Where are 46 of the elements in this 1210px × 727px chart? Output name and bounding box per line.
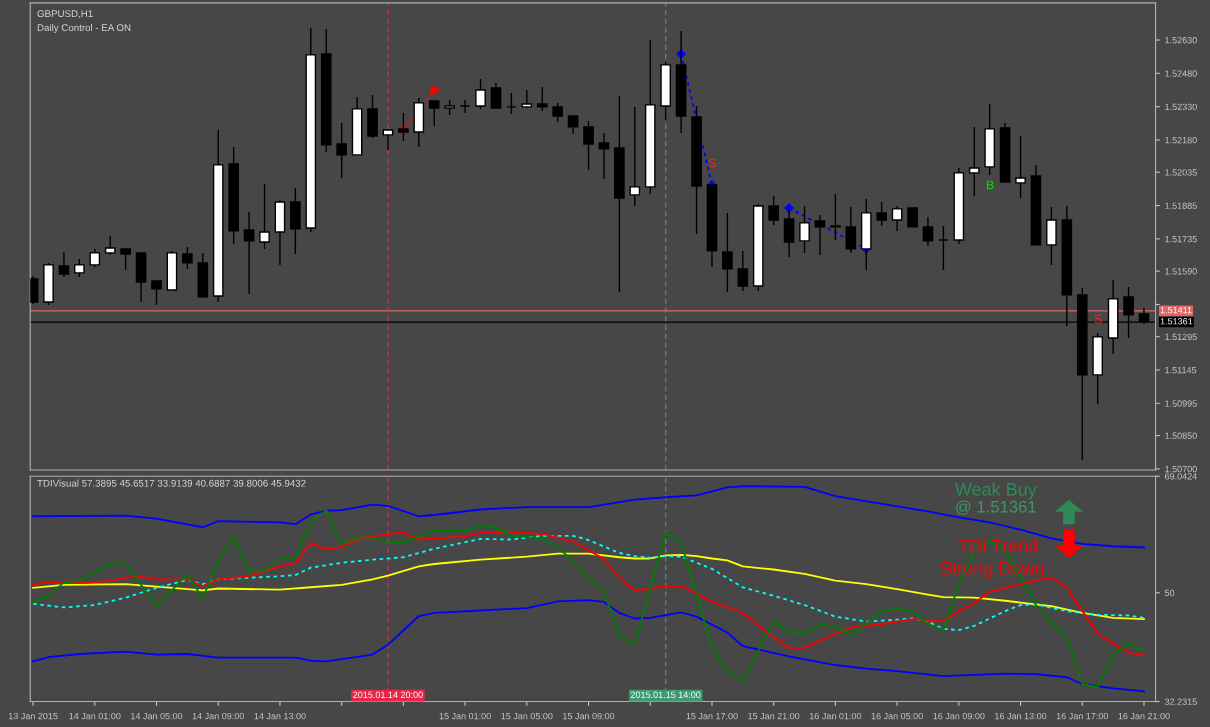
x-tick-label: 14 Jan 09:00 (192, 712, 244, 720)
y-tick-label: 1.52480 (1165, 70, 1197, 77)
annotation: B (986, 180, 994, 190)
x-tick-label: 16 Jan 21:00 (1118, 712, 1170, 720)
x-tick-label: 15 Jan 01:00 (439, 712, 491, 720)
y-tick-label: 1.51145 (1165, 367, 1197, 374)
x-tick-label: 14 Jan 13:00 (254, 712, 306, 720)
y-tick-label: 1.52035 (1165, 169, 1197, 176)
annotation: Strong Down (941, 561, 1044, 579)
x-tick-label: 16 Jan 09:00 (933, 712, 985, 720)
y-tick-label: 1.50700 (1165, 465, 1197, 473)
y-tick-label: 69.0424 (1165, 473, 1197, 480)
y-tick-label: 1.50850 (1165, 432, 1197, 439)
annotation: S (708, 158, 716, 168)
x-tick-label: 15 Jan 17:00 (686, 712, 738, 720)
y-tick-label: 1.52630 (1165, 36, 1197, 44)
y-tick-label: 1.52180 (1165, 136, 1197, 144)
ref-line-label: 1.51411 (1160, 307, 1192, 314)
x-tick-label: 14 Jan 01:00 (69, 712, 121, 720)
chart-title: TDIVisual 57.3895 45.6517 33.9139 40.6887 39.8006 45.9432 (37, 479, 306, 487)
annotation: S (1094, 314, 1102, 324)
x-tick-label: 13 Jan 2015 (8, 712, 58, 720)
y-tick-label: 1.51295 (1165, 333, 1197, 341)
text: GBPUSD,H1 (37, 10, 93, 19)
y-tick-label: 1.51885 (1165, 202, 1197, 209)
text: Daily Control - EA ON (37, 23, 131, 33)
annotation: TDI Trend (958, 538, 1037, 553)
x-tick-label: 16 Jan 01:00 (809, 712, 862, 720)
ref-line-label: 1.51361 (1160, 318, 1193, 325)
x-tick-label: 16 Jan 17:00 (1056, 712, 1109, 720)
y-tick-label: 50 (1164, 589, 1175, 597)
x-tick-label: 15 Jan 09:00 (563, 712, 615, 720)
annotation: Weak Buy (954, 482, 1037, 500)
y-tick-label: 32.2315 (1164, 698, 1197, 705)
x-tick-label: 15 Jan 05:00 (501, 712, 553, 720)
annotation: @ 1.51361 (956, 500, 1036, 515)
x-tick-label: 15 Jan 21:00 (748, 712, 800, 720)
x-tick-label: 16 Jan 13:00 (995, 712, 1047, 720)
y-tick-label: 1.51735 (1165, 235, 1197, 243)
y-tick-label: 1.50995 (1165, 400, 1197, 407)
ref-line-label: 2015.01.15 14:00 (630, 691, 701, 698)
y-tick-label: 1.51590 (1165, 268, 1197, 275)
y-tick-label: 1.52330 (1165, 103, 1197, 111)
x-tick-label: 14 Jan 05:00 (131, 712, 183, 720)
ref-line-label: 2015.01.14 20:00 (353, 691, 423, 698)
x-tick-label: 16 Jan 05:00 (871, 712, 923, 720)
